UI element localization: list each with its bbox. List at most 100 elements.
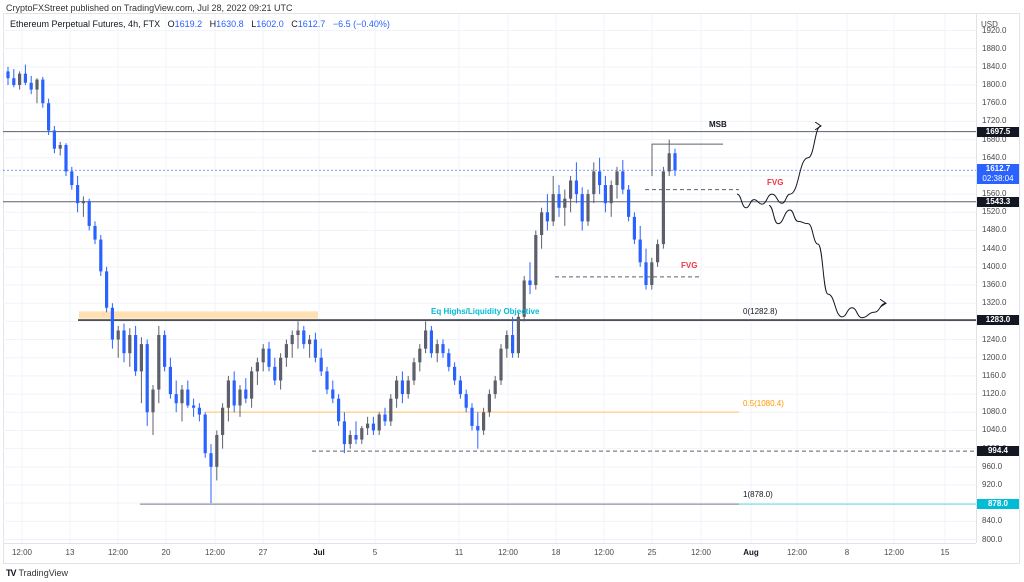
price-tag: 1283.0 — [977, 315, 1019, 326]
tradingview-logo-icon: TV — [6, 568, 16, 578]
candle-body — [429, 330, 433, 354]
candle-body — [203, 414, 207, 454]
price-tick: 920.0 — [982, 480, 1003, 489]
candle-body — [406, 380, 410, 395]
candle-body — [563, 198, 567, 208]
price-tick: 800.0 — [982, 534, 1003, 544]
candle-body — [134, 335, 138, 372]
time-tick: 12:00 — [786, 548, 808, 557]
candle-body — [650, 262, 654, 286]
candle-body — [621, 171, 625, 190]
candle-body — [284, 344, 288, 358]
candle-body — [110, 307, 114, 340]
candle-body — [673, 153, 677, 171]
annotation-label: 0(1282.8) — [743, 306, 778, 316]
time-tick: 12:00 — [204, 548, 226, 557]
candle-body — [487, 394, 491, 413]
annotation-label: 0.5(1080.4) — [743, 398, 784, 408]
price-tick: 1120.0 — [982, 389, 1006, 399]
candle-body — [6, 71, 10, 79]
candle-body — [534, 235, 538, 286]
candle-body — [464, 394, 468, 408]
currency-label: USD — [981, 20, 998, 29]
candle-body — [354, 435, 358, 440]
candle-body — [371, 423, 375, 431]
price-tick: 1440.0 — [982, 243, 1007, 253]
candle-body — [516, 316, 520, 354]
annotation-label: Eq Highs/Liquidity Objective — [431, 306, 540, 316]
candle-body — [41, 79, 45, 104]
candle-body — [290, 335, 294, 345]
candle-body — [482, 412, 486, 431]
candle-body — [557, 194, 561, 208]
price-tick: 1400.0 — [982, 261, 1007, 271]
candle-body — [447, 353, 451, 367]
candle-body — [168, 366, 172, 395]
bullish-path — [736, 126, 821, 209]
candle-body — [348, 435, 352, 445]
candle-body — [528, 280, 532, 286]
time-tick: Jul — [313, 548, 325, 557]
candle-body — [395, 380, 399, 399]
open-label: O — [167, 19, 175, 29]
symbol-title: Ethereum Perpetual Futures, 4h, FTX — [10, 19, 161, 29]
candle-body — [313, 339, 317, 358]
candle-body — [99, 239, 103, 272]
candle-body — [522, 280, 526, 317]
candle-body — [453, 366, 457, 381]
candle-body — [105, 271, 109, 308]
candle-body — [400, 380, 404, 395]
time-tick: 13 — [65, 548, 75, 557]
tradingview-logo[interactable]: TV TradingView — [6, 568, 68, 578]
candle-body — [122, 330, 126, 354]
candle-body — [273, 366, 277, 381]
price-tick: 1360.0 — [982, 280, 1007, 290]
time-tick: 27 — [258, 548, 268, 557]
time-tick: 12:00 — [497, 548, 519, 557]
time-axis[interactable] — [3, 543, 976, 564]
publish-info: CryptoFXStreet published on TradingView.… — [6, 3, 293, 13]
tradingview-brand: TradingView — [18, 568, 69, 578]
candle-body — [186, 389, 190, 406]
price-tick: 1520.0 — [982, 207, 1007, 217]
candle-body — [267, 348, 271, 367]
candle-body — [377, 414, 381, 431]
low-value: 1602.0 — [256, 19, 284, 29]
candle-body — [23, 73, 27, 83]
candle-body — [215, 435, 219, 467]
candle-body — [342, 421, 346, 445]
candle-body — [569, 180, 573, 199]
candle-body — [360, 428, 364, 440]
price-tick: 1840.0 — [982, 61, 1007, 71]
price-tick: 1920.0 — [982, 25, 1007, 35]
candle-body — [661, 171, 665, 245]
price-tick: 1320.0 — [982, 298, 1007, 308]
candle-body — [667, 153, 671, 172]
candle-body — [412, 362, 416, 381]
change-value: −6.5 (−0.40%) — [332, 19, 390, 29]
candle-body — [128, 335, 132, 354]
price-tick: 1560.0 — [982, 189, 1007, 199]
price-tag: 994.4 — [977, 446, 1019, 457]
time-tick: 12:00 — [593, 548, 615, 557]
chart-frame[interactable] — [3, 13, 1020, 564]
candle-body — [145, 344, 149, 413]
time-tick: Aug — [743, 548, 759, 557]
candle-body — [586, 194, 590, 222]
candle-body — [551, 194, 555, 222]
open-value: 1619.2 — [174, 19, 203, 29]
candle-body — [244, 389, 248, 399]
close-label: C — [291, 19, 298, 29]
price-axis[interactable] — [976, 13, 1021, 543]
price-tick: 1480.0 — [982, 225, 1007, 235]
candle-body — [389, 398, 393, 422]
price-tick: 1720.0 — [982, 116, 1007, 126]
time-tick: 12:00 — [690, 548, 712, 557]
candle-body — [151, 389, 155, 413]
candle-body — [319, 357, 323, 372]
candle-body — [644, 262, 648, 286]
candle-body — [250, 371, 254, 399]
candle-body — [505, 335, 509, 349]
price-tick: 840.0 — [982, 516, 1003, 526]
